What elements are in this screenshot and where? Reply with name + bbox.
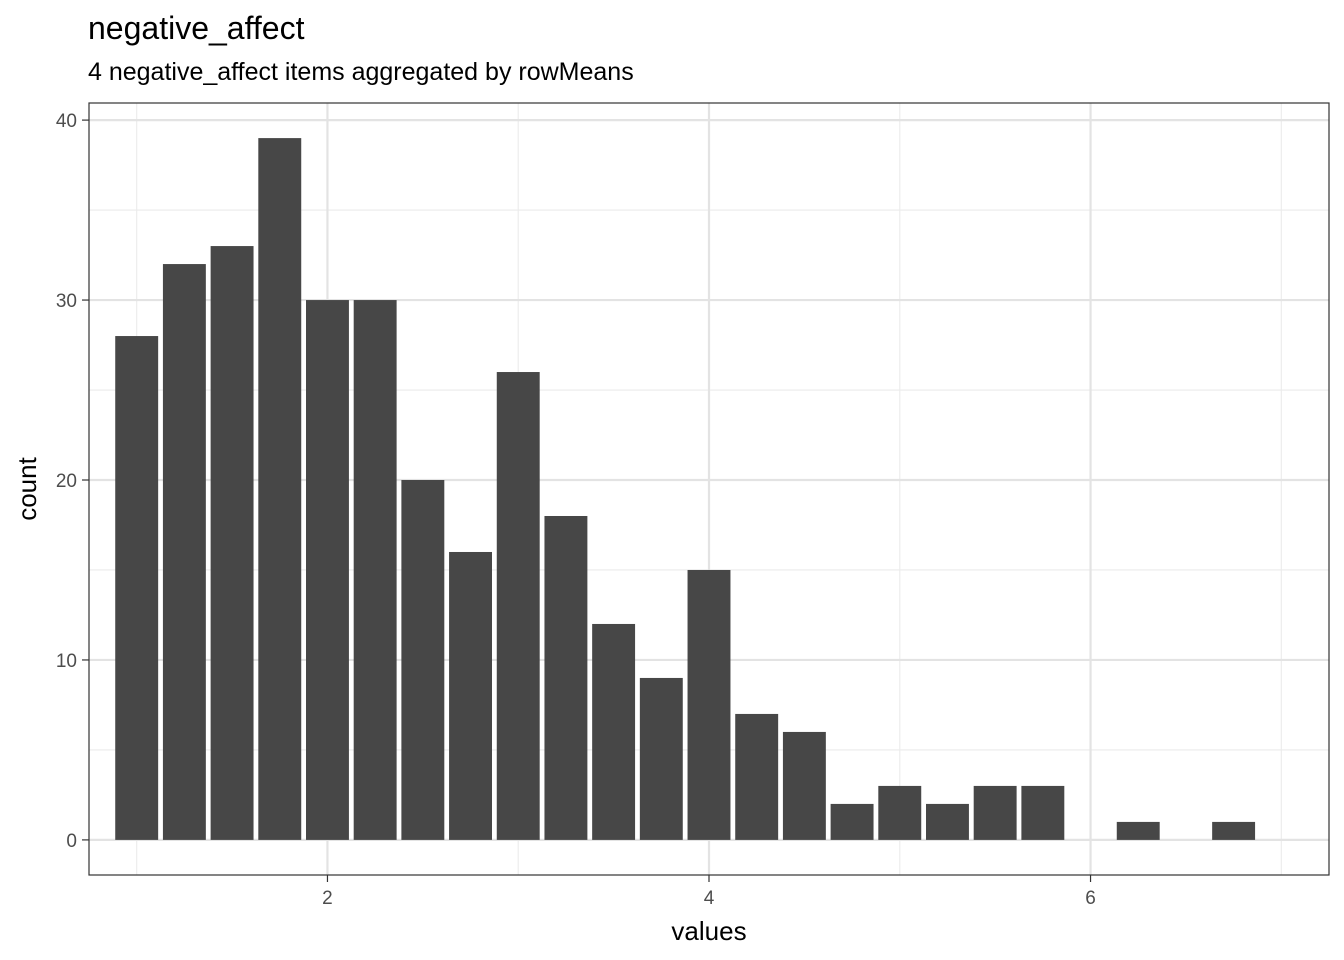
histogram-bar: 6.75: 1 [1212,821,1256,840]
y-tick-label: 30 [56,291,77,312]
histogram-bar: 2.5: 20 [401,480,445,840]
histogram-bar: 5.75: 3 [1021,785,1065,840]
y-axis-title: count [12,456,42,520]
histogram-bar: 5: 3 [878,785,922,840]
histogram-bar: 2: 30 [306,300,349,840]
y-tick-label: 40 [56,111,77,132]
x-axis-title: values [671,916,746,946]
histogram-bars: 1: 281.25: 321.5: 331.75: 392: 302.25: 3… [115,138,1256,840]
histogram-bar: 3.75: 9 [639,677,683,840]
histogram-bar: 1: 28 [115,336,159,840]
histogram-bar: 3.25: 18 [544,515,588,840]
histogram-bar: 5.5: 3 [973,785,1017,840]
y-tick-label: 0 [66,831,77,852]
x-axis: 2 4 6 [322,875,1096,909]
histogram-bar: 2.25: 30 [353,300,397,840]
histogram-bar: 4.5: 6 [782,731,826,840]
y-tick-label: 20 [56,471,77,492]
x-tick-label: 2 [322,888,333,909]
y-tick-label: 10 [56,651,77,672]
chart-subtitle: 4 negative_affect items aggregated by ro… [88,58,634,86]
histogram-bar: 1.5: 33 [210,246,254,840]
histogram-bar: 4.75: 2 [830,803,874,840]
histogram-bar: 4.25: 7 [735,713,779,840]
histogram-bar: 6.25: 1 [1116,821,1160,840]
histogram-bar: 1.25: 32 [162,264,206,840]
y-axis: 0 10 20 30 40 [56,111,89,852]
histogram-bar: 3: 26 [496,372,540,840]
histogram-bar: 3.5: 12 [592,623,636,840]
x-tick-label: 6 [1085,888,1096,909]
histogram-bar: 5.25: 2 [926,803,969,840]
histogram-bar: 4: 15 [687,569,731,840]
chart-title: negative_affect [88,10,305,46]
histogram-bar: 1.75: 39 [258,138,302,840]
histogram-bar: 2.75: 16 [449,551,492,840]
x-tick-label: 4 [704,888,715,909]
